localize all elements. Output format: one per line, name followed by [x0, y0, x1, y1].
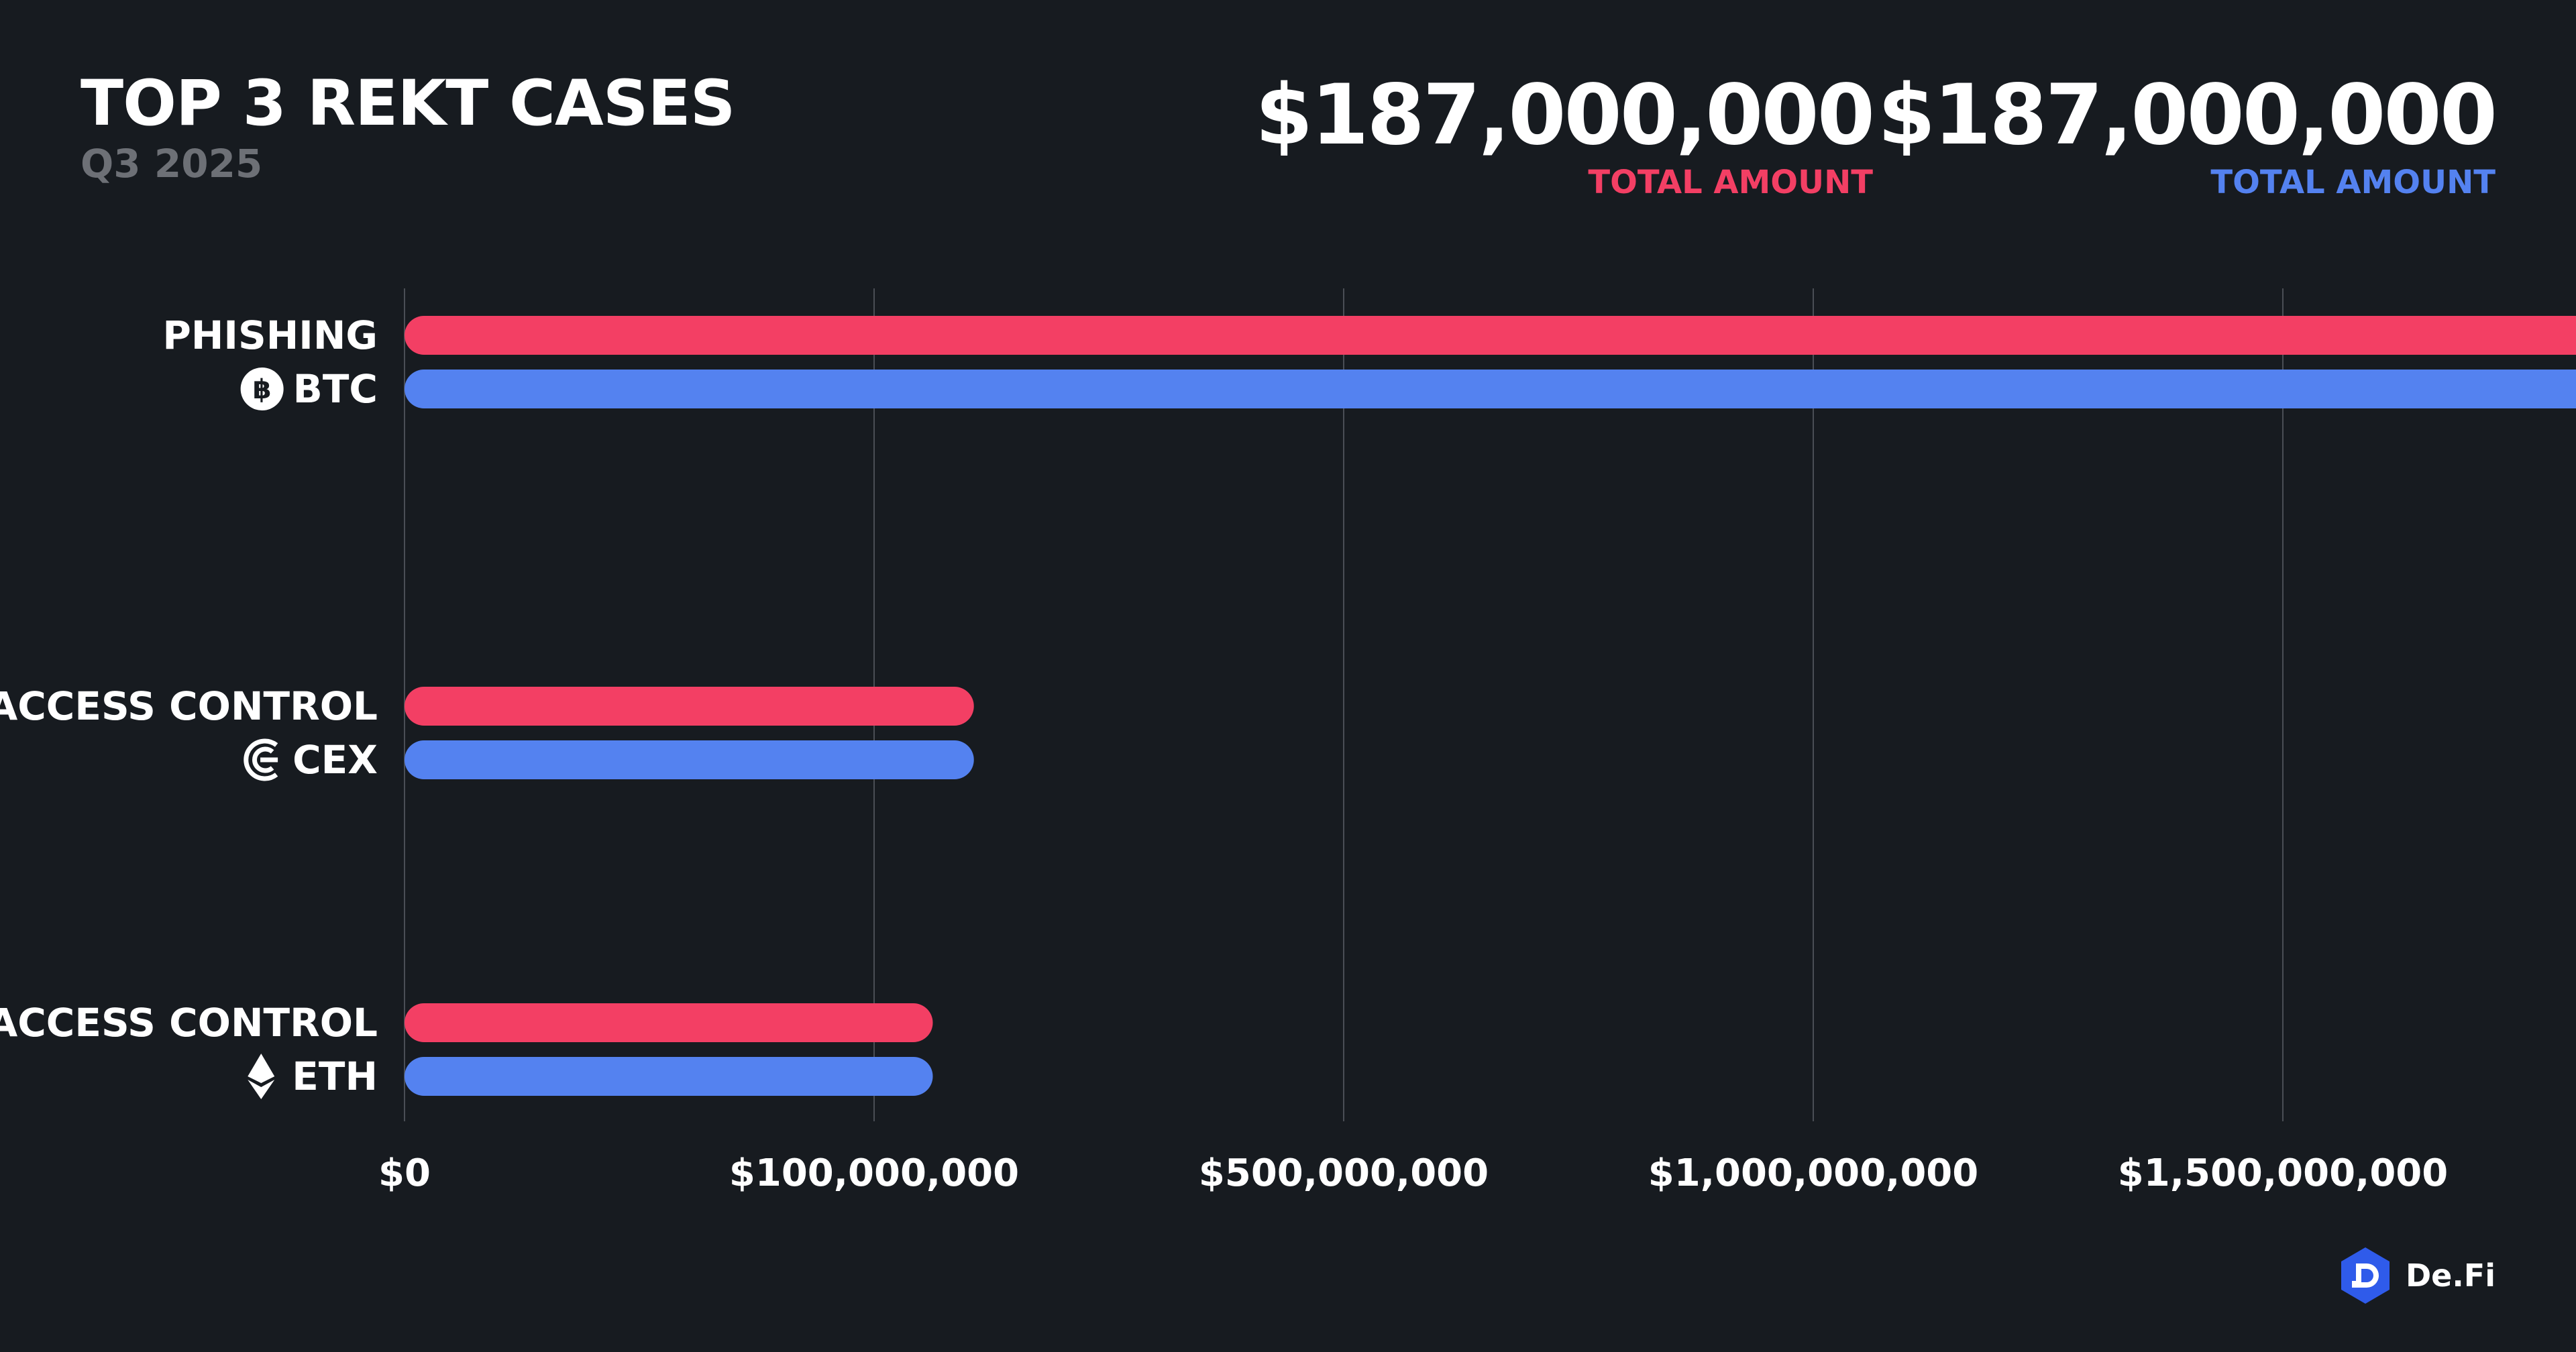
x-tick-label: $100,000,000 [729, 1151, 1019, 1195]
chart-x-tick-labels: $0 $100,000,000 $500,000,000 $1,000,000,000… [378, 1151, 2448, 1195]
defi-logo: De.Fi [2336, 1246, 2496, 1305]
chart-subtitle: Q3 2025 [80, 141, 263, 186]
category-asset-label: CEX [292, 737, 378, 783]
bar-blue-eth [405, 1057, 933, 1096]
category-type-label: ACCESS CONTROL [0, 683, 378, 729]
x-tick-label: $1,000,000,000 [1648, 1151, 1978, 1195]
bar-red-btc [405, 316, 2576, 355]
total-amount-stat-red: $187,000,000 TOTAL AMOUNT [1254, 67, 1875, 201]
defi-logo-icon [2341, 1247, 2390, 1304]
chart-title: TOP 3 REKT CASES [80, 67, 735, 140]
defi-logo-text: De.Fi [2405, 1257, 2496, 1294]
chart-bars [405, 316, 2576, 1096]
total-amount-value-blue: $187,000,000 [1877, 67, 2498, 164]
cex-icon [244, 738, 278, 781]
ethereum-icon [248, 1054, 275, 1099]
total-amount-label-blue: TOTAL AMOUNT [2210, 164, 2496, 201]
category-asset-label: ETH [292, 1054, 378, 1099]
bitcoin-icon: ฿ [240, 368, 284, 410]
bar-blue-btc [405, 370, 2576, 408]
total-amount-stat-blue: $187,000,000 TOTAL AMOUNT [1877, 67, 2498, 201]
svg-text:฿: ฿ [253, 374, 272, 405]
x-tick-label: $0 [378, 1151, 431, 1195]
bar-red-cex [405, 687, 974, 726]
category-type-label: ACCESS CONTROL [0, 1000, 378, 1046]
x-tick-label: $500,000,000 [1199, 1151, 1489, 1195]
total-amount-value-red: $187,000,000 [1254, 67, 1875, 164]
chart-category-labels: PHISHING BTC ฿ ACCESS CONTROL CEX ACCESS CONT… [0, 313, 378, 1099]
total-amount-label-red: TOTAL AMOUNT [1588, 164, 1873, 201]
x-tick-label: $1,500,000,000 [2118, 1151, 2448, 1195]
bar-blue-cex [405, 740, 974, 779]
bar-red-eth [405, 1003, 933, 1042]
category-type-label: PHISHING [162, 313, 378, 358]
category-asset-label: BTC [293, 366, 378, 412]
